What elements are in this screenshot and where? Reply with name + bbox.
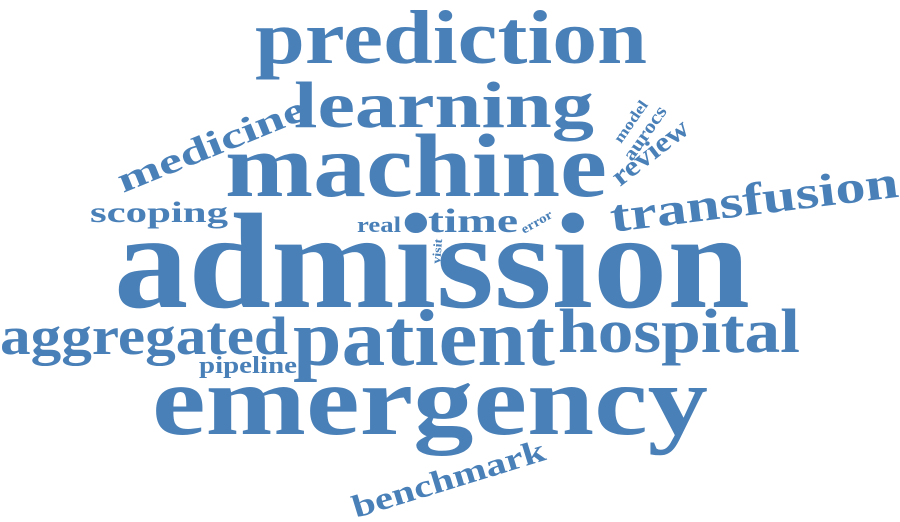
word-time: time [428,203,518,240]
word-real: real [357,212,401,237]
word-prediction: prediction [255,0,647,80]
word-learning: learning [294,69,594,142]
word-scoping: scoping [90,196,228,229]
word-patient: patient [293,295,555,383]
word-aggregated: aggregated [0,306,288,366]
word-hospital: hospital [558,298,800,366]
word-visit: visit [429,238,445,264]
word-pipeline: pipeline [199,353,297,379]
word-machine: machine [225,117,607,216]
word-admission: admission [114,187,750,337]
word-emergency: emergency [152,345,708,456]
